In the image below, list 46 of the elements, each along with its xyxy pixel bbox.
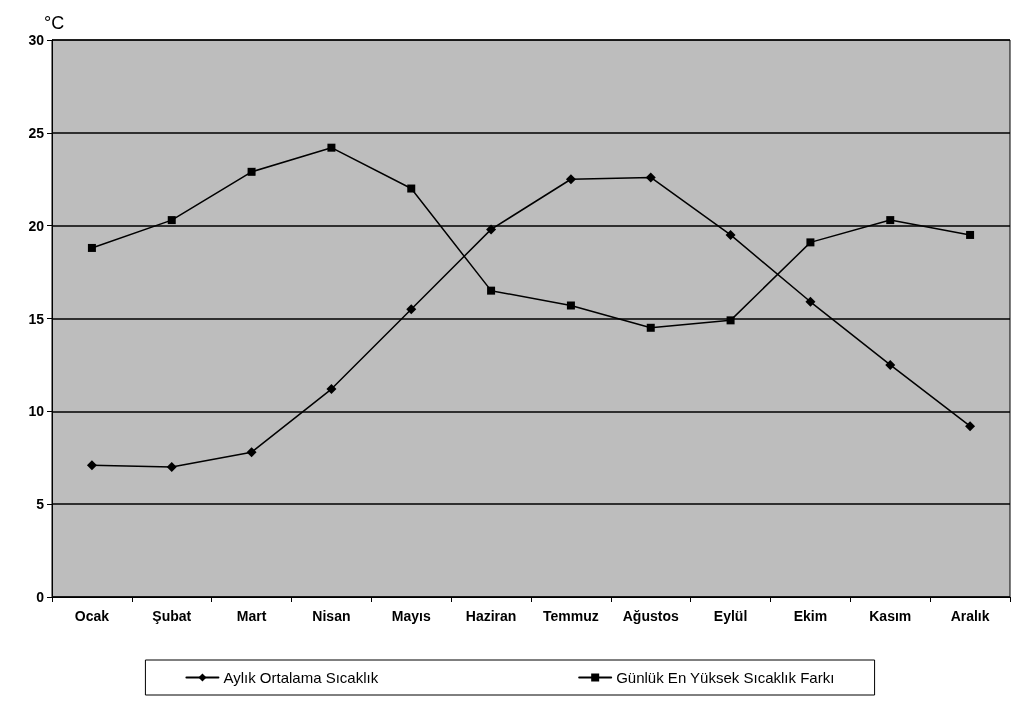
- point: [326, 384, 337, 395]
- point: [406, 304, 417, 315]
- point: [726, 316, 735, 325]
- point: [645, 172, 656, 183]
- point: [87, 243, 96, 252]
- point: [805, 296, 816, 307]
- y-tick-label: 5: [36, 496, 45, 513]
- point: [646, 323, 655, 332]
- y-tick-label: 0: [36, 589, 45, 605]
- point: [167, 216, 176, 225]
- x-tick-label: Mart: [236, 608, 267, 624]
- x-tick-label: Ekim: [793, 608, 828, 624]
- point: [246, 447, 257, 458]
- y-tick-label: 15: [28, 310, 45, 327]
- point: [487, 286, 496, 295]
- point: [725, 229, 736, 240]
- x-tick-label: Ağustos: [622, 608, 679, 624]
- y-tick-label: 25: [28, 124, 45, 141]
- x-tick-label: Kasım: [869, 608, 912, 624]
- point: [247, 167, 256, 176]
- point: [407, 184, 416, 193]
- point: [86, 460, 97, 471]
- legend-label: Aylık Ortalama Sıcaklık: [223, 669, 379, 686]
- x-tick-label: Şubat: [152, 608, 192, 624]
- point: [565, 174, 576, 185]
- y-tick-label: 10: [28, 403, 45, 420]
- point: [806, 238, 815, 247]
- y-tick-label: 30: [28, 32, 45, 48]
- point: [486, 224, 497, 235]
- x-tick-label: Ocak: [74, 608, 110, 624]
- point: [327, 143, 336, 152]
- x-tick-label: Aralık: [950, 608, 990, 624]
- point: [885, 359, 896, 370]
- point: [965, 421, 976, 432]
- x-tick-label: Temmuz: [543, 608, 599, 624]
- y-tick-label: 20: [28, 217, 45, 234]
- y-axis-title: °C: [44, 13, 65, 33]
- point: [966, 230, 975, 239]
- x-tick-label: Eylül: [713, 608, 748, 624]
- point: [166, 462, 177, 473]
- x-tick-label: Haziran: [465, 608, 517, 624]
- x-tick-label: Mayıs: [391, 608, 431, 624]
- x-tick-label: Nisan: [312, 608, 351, 624]
- point: [886, 216, 895, 225]
- point: [566, 301, 575, 310]
- legend-label: Günlük En Yüksek Sıcaklık Farkı: [616, 669, 835, 686]
